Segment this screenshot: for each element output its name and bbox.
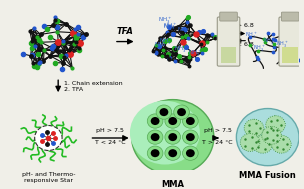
Text: $\rm NH_3^+$: $\rm NH_3^+$ [159, 37, 173, 47]
Text: pH > 6.8: pH > 6.8 [226, 23, 254, 28]
Circle shape [177, 108, 186, 116]
Circle shape [262, 126, 282, 144]
Text: $\rm NH_3^+$: $\rm NH_3^+$ [174, 44, 188, 55]
Circle shape [147, 130, 163, 144]
FancyBboxPatch shape [282, 12, 299, 21]
Text: $\rm NH_3^+$: $\rm NH_3^+$ [188, 49, 202, 59]
Circle shape [186, 133, 195, 141]
Text: pH < 6.8: pH < 6.8 [226, 43, 254, 47]
FancyBboxPatch shape [279, 17, 302, 66]
Text: TFA: TFA [116, 27, 133, 36]
Circle shape [165, 130, 181, 144]
Circle shape [168, 149, 177, 157]
Circle shape [253, 135, 273, 153]
Text: $\rm NH_3^+$: $\rm NH_3^+$ [245, 31, 257, 41]
Circle shape [182, 114, 198, 128]
Circle shape [147, 114, 163, 128]
Circle shape [35, 125, 62, 150]
Text: $\rm NH_3^+$: $\rm NH_3^+$ [158, 15, 172, 26]
FancyBboxPatch shape [217, 17, 240, 66]
Circle shape [130, 101, 200, 164]
Circle shape [174, 105, 189, 119]
Text: pH > 7.5: pH > 7.5 [204, 128, 232, 133]
Text: MMA: MMA [161, 180, 184, 189]
Text: MMA Fusion: MMA Fusion [239, 171, 296, 180]
Circle shape [156, 105, 172, 119]
Text: $\rm NH_3^+$: $\rm NH_3^+$ [164, 21, 177, 32]
Circle shape [237, 108, 299, 166]
Circle shape [240, 134, 260, 151]
Text: $\rm NH_3^+$: $\rm NH_3^+$ [276, 39, 288, 50]
Text: $\rm NH_2$: $\rm NH_2$ [163, 22, 176, 31]
Circle shape [182, 146, 198, 160]
Circle shape [165, 114, 181, 128]
Circle shape [266, 116, 285, 134]
Circle shape [186, 117, 195, 125]
Circle shape [151, 117, 160, 125]
Circle shape [132, 100, 214, 175]
Bar [221, 47, 237, 63]
Circle shape [244, 119, 264, 137]
Circle shape [151, 133, 160, 141]
Circle shape [186, 149, 195, 157]
Text: $\rm NH_2$: $\rm NH_2$ [177, 25, 190, 34]
Text: $\rm NH_3^+$: $\rm NH_3^+$ [253, 43, 265, 54]
Circle shape [271, 135, 291, 153]
Text: T < 24 °C: T < 24 °C [95, 140, 125, 145]
Text: pH- and Thermo-
responsive Star: pH- and Thermo- responsive Star [22, 172, 75, 183]
Circle shape [182, 130, 198, 144]
Bar [282, 47, 298, 63]
Text: $\rm NH_3^+$: $\rm NH_3^+$ [263, 37, 276, 47]
Circle shape [165, 146, 181, 160]
FancyBboxPatch shape [220, 12, 237, 21]
Circle shape [151, 149, 160, 157]
Circle shape [168, 133, 177, 141]
Circle shape [160, 108, 168, 116]
Text: $\rm NH_2$: $\rm NH_2$ [154, 40, 166, 49]
Text: pH > 7.5: pH > 7.5 [96, 128, 124, 133]
Text: T > 24 °C: T > 24 °C [202, 140, 233, 145]
Text: 1. Chain extension
2. TFA: 1. Chain extension 2. TFA [64, 81, 123, 92]
Circle shape [168, 117, 177, 125]
Circle shape [147, 146, 163, 160]
